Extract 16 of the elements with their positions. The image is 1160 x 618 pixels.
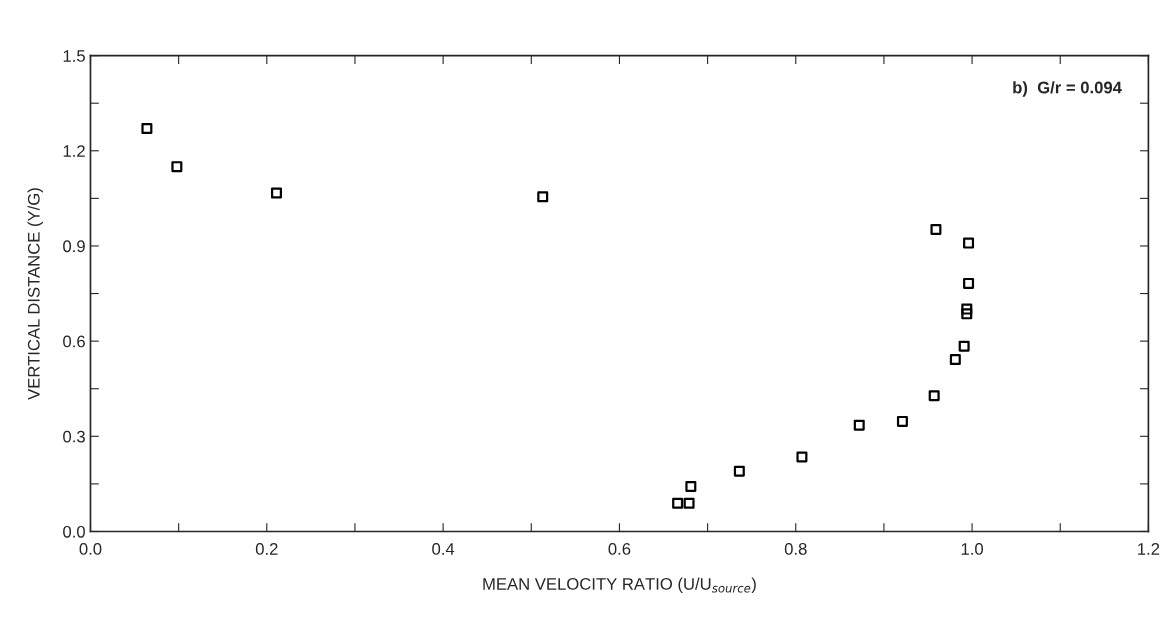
y-tick-label: 0.0 [63, 525, 85, 538]
annotation: b) G/r = 0.094 [1013, 81, 1122, 97]
y-tick-label: 0.6 [63, 335, 85, 348]
y-tick-label: 1.5 [63, 50, 85, 62]
y-tick-label: 1.2 [63, 145, 85, 157]
x-tick-label: 1.0 [961, 543, 984, 555]
y-axis-title: VERTICAL DISTANCE (Y/G) [27, 188, 43, 400]
x-axis-title: MEAN VELOCITY RATIO (U/U$_{source}$) [483, 577, 756, 594]
x-tick-label: 0.2 [255, 543, 278, 555]
x-tick-label: 0.4 [432, 543, 455, 555]
x-tick-label: 0.6 [608, 543, 631, 555]
y-tick-label: 0.9 [63, 240, 85, 253]
x-tick-label: 1.2 [1138, 543, 1160, 555]
y-tick-label: 0.3 [63, 430, 85, 443]
x-tick-label: 0.0 [79, 543, 102, 555]
x-tick-label: 0.8 [784, 543, 807, 555]
